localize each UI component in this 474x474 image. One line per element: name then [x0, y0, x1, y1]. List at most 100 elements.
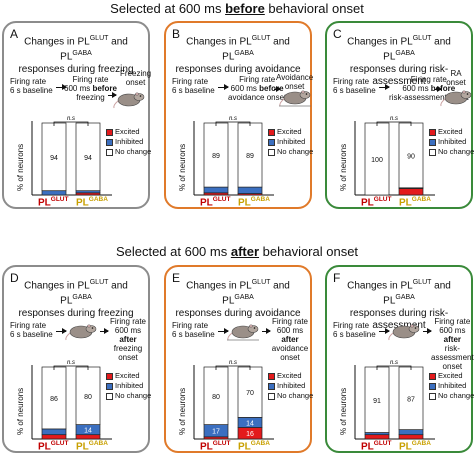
title-text: Changes in PL — [24, 280, 90, 292]
legend-swatch — [268, 148, 275, 156]
panel-title: Changes in PLGLUT and PLGABA responses du… — [170, 277, 306, 320]
legend-swatch — [268, 138, 275, 146]
arrow-2 — [274, 86, 281, 92]
timepoint-text: 600 ms before — [64, 84, 117, 93]
ns-label: n.s — [67, 116, 75, 122]
rat-ear — [249, 324, 253, 328]
section-title-text: Selected at 600 ms — [110, 1, 226, 16]
no-change-segment — [364, 122, 390, 196]
superscript-gaba: GABA — [411, 440, 431, 447]
panel-title: Changes in PLGLUT and PLGABA responses du… — [170, 33, 306, 76]
firing-rate-text: Firing rate — [434, 317, 471, 326]
no-change-segment — [203, 122, 229, 188]
legend: Excited Inhibited No change — [268, 371, 313, 401]
section-title-text: behavioral onset — [259, 244, 359, 259]
legend-inhibited: Inhibited — [429, 381, 474, 391]
x-label-glut: PLGLUT — [361, 440, 392, 453]
significance-bracket — [215, 365, 251, 370]
legend-swatch — [106, 372, 113, 380]
section-title-text: Selected at 600 ms — [115, 244, 231, 259]
legend-swatch — [429, 372, 436, 380]
superscript-glut: GLUT — [89, 35, 109, 42]
x-label-gaba: PLGABA — [399, 196, 431, 209]
baseline-text: 6 s baseline — [333, 86, 376, 95]
superscript-gaba: GABA — [395, 50, 415, 58]
x-label-glut: PLGLUT — [200, 196, 231, 209]
legend-text: Excited — [277, 127, 302, 136]
no-change-segment — [398, 366, 424, 430]
superscript-glut: GLUT — [251, 35, 271, 42]
data-label: 70 — [246, 390, 254, 397]
timepoint-target: onset — [442, 362, 463, 371]
legend-inhibited: Inhibited — [268, 381, 313, 391]
panel-title: Changes in PLGLUT and PLGABA responses du… — [8, 277, 144, 320]
baseline-text: 6 s baseline — [172, 86, 215, 95]
x-label-glut: PLGLUT — [38, 440, 69, 453]
section-title-text: behavioral onset — [264, 1, 364, 16]
legend-swatch — [106, 128, 113, 136]
data-label: 89 — [212, 153, 220, 160]
avoiding-rat-icon — [226, 319, 260, 346]
onset-word: onset — [284, 82, 305, 91]
legend-text: No change — [277, 147, 314, 156]
legend: Excited Inhibited No change — [268, 127, 313, 157]
y-axis-label: % of neurons — [178, 143, 187, 191]
legend-swatch — [268, 392, 275, 400]
baseline-text: 6 s baseline — [10, 86, 53, 95]
firing-rate-text: Firing rate — [271, 317, 308, 326]
timepoint-target: onset — [118, 353, 138, 362]
timepoint-target: onset — [280, 353, 300, 362]
title-subtext: responses during avoidance — [175, 307, 301, 319]
arrow-1 — [379, 328, 390, 334]
legend-excited: Excited — [429, 371, 474, 381]
x-label-glut: PLGLUT — [200, 440, 231, 453]
arrow-2 — [435, 86, 442, 92]
timepoint-when: after — [443, 335, 462, 344]
firing-rate-text: Firing rate — [109, 317, 146, 326]
significance-bracket — [215, 121, 251, 126]
title-subtext: responses during freezing — [18, 307, 134, 319]
firing-rate-text: Firing rate — [239, 75, 276, 84]
section-title-after: Selected at 600 ms after behavioral onse… — [0, 244, 474, 259]
rat-eye — [414, 327, 417, 329]
significance-bracket — [53, 365, 89, 370]
legend-swatch — [268, 382, 275, 390]
firing-rate-label: Firing rate 6 s baseline — [172, 321, 215, 339]
panel-c: C Changes in PLGLUT and PLGABA responses d… — [325, 21, 474, 209]
legend-excited: Excited — [268, 127, 313, 137]
timepoint-when: after — [119, 335, 137, 344]
no-change-segment — [203, 366, 229, 425]
panel-letter: F — [333, 271, 341, 285]
y-axis-label: % of neurons — [178, 387, 187, 435]
data-label: 80 — [212, 394, 220, 401]
title-text: and PL — [222, 36, 290, 63]
timepoint-target: risk-assessment onset — [389, 93, 469, 102]
superscript-glut: GLUT — [373, 196, 392, 203]
rat-eye — [91, 327, 94, 329]
legend-no-change: No change — [106, 391, 151, 401]
firing-rate-text: Firing rate — [10, 321, 47, 330]
onset-word: Avoidance — [276, 73, 314, 82]
data-label: 94 — [84, 155, 92, 162]
timepoint-label: Firing rate 600 ms before risk-assessment … — [389, 75, 469, 102]
x-label-glut: PLGLUT — [38, 196, 69, 209]
onset-word: Freezing — [120, 69, 152, 78]
superscript-glut: GLUT — [50, 196, 69, 203]
legend-text: Inhibited — [438, 381, 467, 390]
superscript-glut: GLUT — [89, 279, 109, 286]
no-change-segment — [398, 122, 424, 189]
y-axis-label: % of neurons — [339, 143, 348, 191]
arrow-2 — [262, 328, 271, 334]
x-label-gaba: PLGABA — [399, 440, 431, 453]
arrow-1 — [56, 328, 67, 334]
legend-swatch — [429, 138, 436, 146]
y-axis-label: % of neurons — [16, 387, 25, 435]
title-text: Changes in PL — [347, 36, 413, 48]
rat-eye — [139, 95, 142, 97]
rat-ear — [87, 324, 91, 328]
onset-label: RA onset — [446, 69, 466, 87]
panel-d: D Changes in PLGLUT and PLGABA responses d… — [2, 265, 151, 453]
timepoint-text: 600 ms before — [402, 84, 456, 93]
significance-bracket — [376, 365, 412, 370]
section-title-before: Selected at 600 ms before behavioral ons… — [0, 1, 474, 16]
